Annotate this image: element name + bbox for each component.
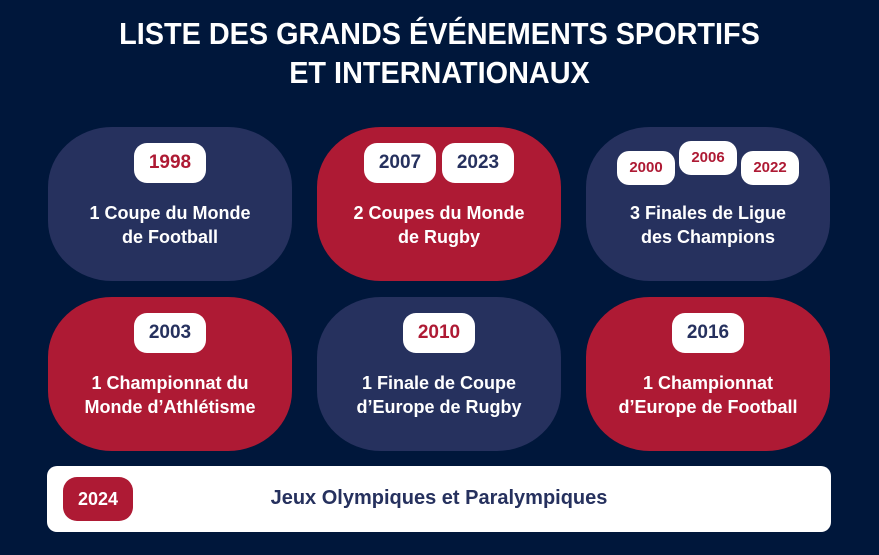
year-badge: 1998 <box>134 143 206 183</box>
event-label: 3 Finales de Ligue des Champions <box>629 203 787 247</box>
event-card-euro-football-championship: 2016 1 Championnat d’Europe de Football <box>586 297 830 451</box>
event-label: 1 Championnat du Monde d’Athlétisme <box>84 373 256 417</box>
olympics-label: Jeux Olympiques et Paralympiques <box>270 487 608 509</box>
event-card-rugby-world-cup: 2007 2023 2 Coupes du Monde de Rugby <box>317 127 561 281</box>
year-badge: 2010 <box>403 313 475 353</box>
event-card-athletics-world-championship: 2003 1 Championnat du Monde d’Athlétisme <box>48 297 292 451</box>
event-label: 1 Coupe du Monde de Football <box>89 203 251 247</box>
year-badge: 2006 <box>679 141 737 175</box>
event-label: 1 Championnat d’Europe de Football <box>618 373 798 417</box>
year-badge: 2003 <box>134 313 206 353</box>
event-card-champions-league-finals: 2000 2006 2022 3 Finales de Ligue des Ch… <box>586 127 830 281</box>
olympics-year-badge: 2024 <box>63 477 133 521</box>
olympics-banner: Jeux Olympiques et Paralympiques 2024 <box>47 466 831 532</box>
event-label: 2 Coupes du Monde de Rugby <box>353 203 525 247</box>
event-card-football-world-cup: 1998 1 Coupe du Monde de Football <box>48 127 292 281</box>
year-badge: 2023 <box>442 143 514 183</box>
event-label: 1 Finale de Coupe d’Europe de Rugby <box>356 373 522 417</box>
year-badge: 2007 <box>364 143 436 183</box>
page-title: LISTE DES GRANDS ÉVÉNEMENTS SPORTIFS ET … <box>31 14 848 92</box>
year-badge: 2000 <box>617 151 675 185</box>
title-line-2: ET INTERNATIONAUX <box>289 55 590 90</box>
year-badge: 2016 <box>672 313 744 353</box>
title-line-1: LISTE DES GRANDS ÉVÉNEMENTS SPORTIFS <box>119 16 760 51</box>
event-card-european-rugby-cup-final: 2010 1 Finale de Coupe d’Europe de Rugby <box>317 297 561 451</box>
year-badge: 2022 <box>741 151 799 185</box>
